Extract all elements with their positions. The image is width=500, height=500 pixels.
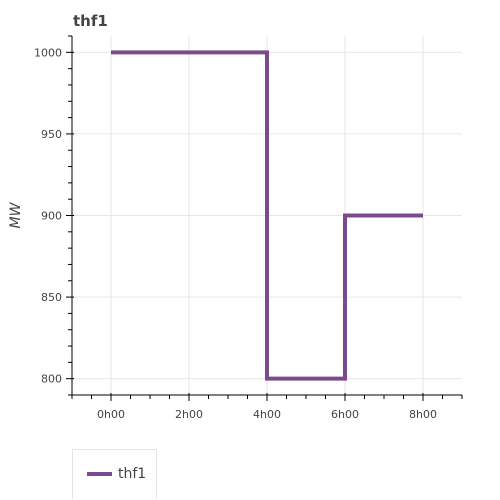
legend: thf1 (72, 449, 157, 499)
y-axis-label: MW (8, 201, 24, 228)
axes (66, 35, 463, 401)
tick-labels: 800 850 900 950 1000 0h00 2h00 4h00 6h00 8h00 MW (8, 46, 437, 421)
x-tick-label: 8h00 (409, 408, 437, 421)
y-tick-label: 950 (41, 128, 62, 141)
y-tick-label: 800 (41, 373, 62, 386)
legend-swatch (87, 472, 112, 476)
series-lines (111, 50, 423, 381)
x-tick-label: 4h00 (253, 408, 281, 421)
x-tick-label: 2h00 (175, 408, 203, 421)
y-tick-label: 900 (41, 210, 62, 223)
chart-title: thf1 (73, 12, 108, 30)
legend-item-label: thf1 (118, 466, 147, 482)
y-tick-label: 1000 (34, 46, 62, 59)
series-line (111, 50, 423, 381)
x-tick-label: 0h00 (97, 408, 125, 421)
x-tick-label: 6h00 (331, 408, 359, 421)
y-tick-label: 850 (41, 291, 62, 304)
